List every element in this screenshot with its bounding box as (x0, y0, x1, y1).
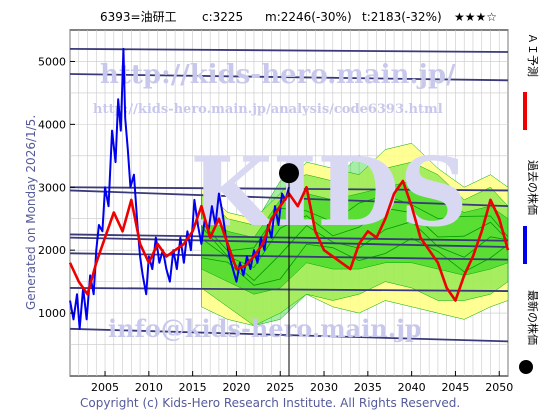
watermark-email: info@kids-hero.main.jp (108, 314, 422, 343)
x-tick-label: 2020 (222, 381, 250, 394)
x-tick-label: 2045 (441, 381, 469, 394)
watermark-analysis-url: http://kids-hero.main.jp/analysis/code63… (93, 102, 443, 117)
legend-ai-swatch (523, 92, 527, 130)
band-path (201, 195, 509, 252)
legend-latest-dot (519, 360, 533, 374)
band-path (201, 207, 509, 269)
legend-past-swatch (523, 226, 527, 264)
x-tick-label: 2015 (179, 381, 207, 394)
generated-date-label: Generated on Monday 2026/1/5. (24, 115, 38, 310)
x-tick-label: 2040 (398, 381, 426, 394)
latest-point (279, 163, 299, 184)
y-tick-label: 1000 (38, 307, 66, 320)
legend-past-label: 過去の株価 (526, 160, 540, 215)
band-path (201, 237, 509, 286)
target-estimate: t:2183(-32%) (362, 10, 442, 24)
legend: ＡＩ予測 過去の株価 最新の株価 (519, 33, 540, 374)
x-tick-label: 2035 (354, 381, 382, 394)
x-tick-label: 2025 (266, 381, 294, 394)
x-tick-label: 2010 (135, 381, 163, 394)
y-tick-label: 2000 (38, 244, 66, 257)
trend-line (69, 73, 509, 82)
stock-code-label: 6393=油研工 (100, 10, 177, 24)
x-tick-label: 2005 (91, 381, 119, 394)
rating-stars: ★★★☆ (454, 10, 497, 24)
trend-line (69, 47, 509, 53)
x-tick-label: 2050 (485, 381, 513, 394)
mid-estimate: m:2246(-30%) (265, 10, 352, 24)
current-price: c:3225 (202, 10, 243, 24)
band-path (201, 221, 509, 282)
watermark-url: http://kids-hero.main.jp/ (100, 60, 456, 90)
copyright-footer: Copyright (c) Kids-Hero Research Institu… (80, 396, 460, 410)
legend-ai-label: ＡＩ予測 (526, 33, 540, 77)
y-tick-label: 3000 (38, 181, 66, 194)
latest-marker (279, 163, 299, 376)
axis-ticks: 2005 2010 2015 2020 2025 2030 2035 2040 2045 2050… (38, 55, 513, 394)
y-tick-label: 4000 (38, 118, 66, 131)
legend-latest-label: 最新の株価 (526, 290, 540, 345)
x-tick-label: 2030 (310, 381, 338, 394)
watermark-brand: KIDS (190, 137, 468, 248)
y-tick-label: 5000 (38, 55, 66, 68)
